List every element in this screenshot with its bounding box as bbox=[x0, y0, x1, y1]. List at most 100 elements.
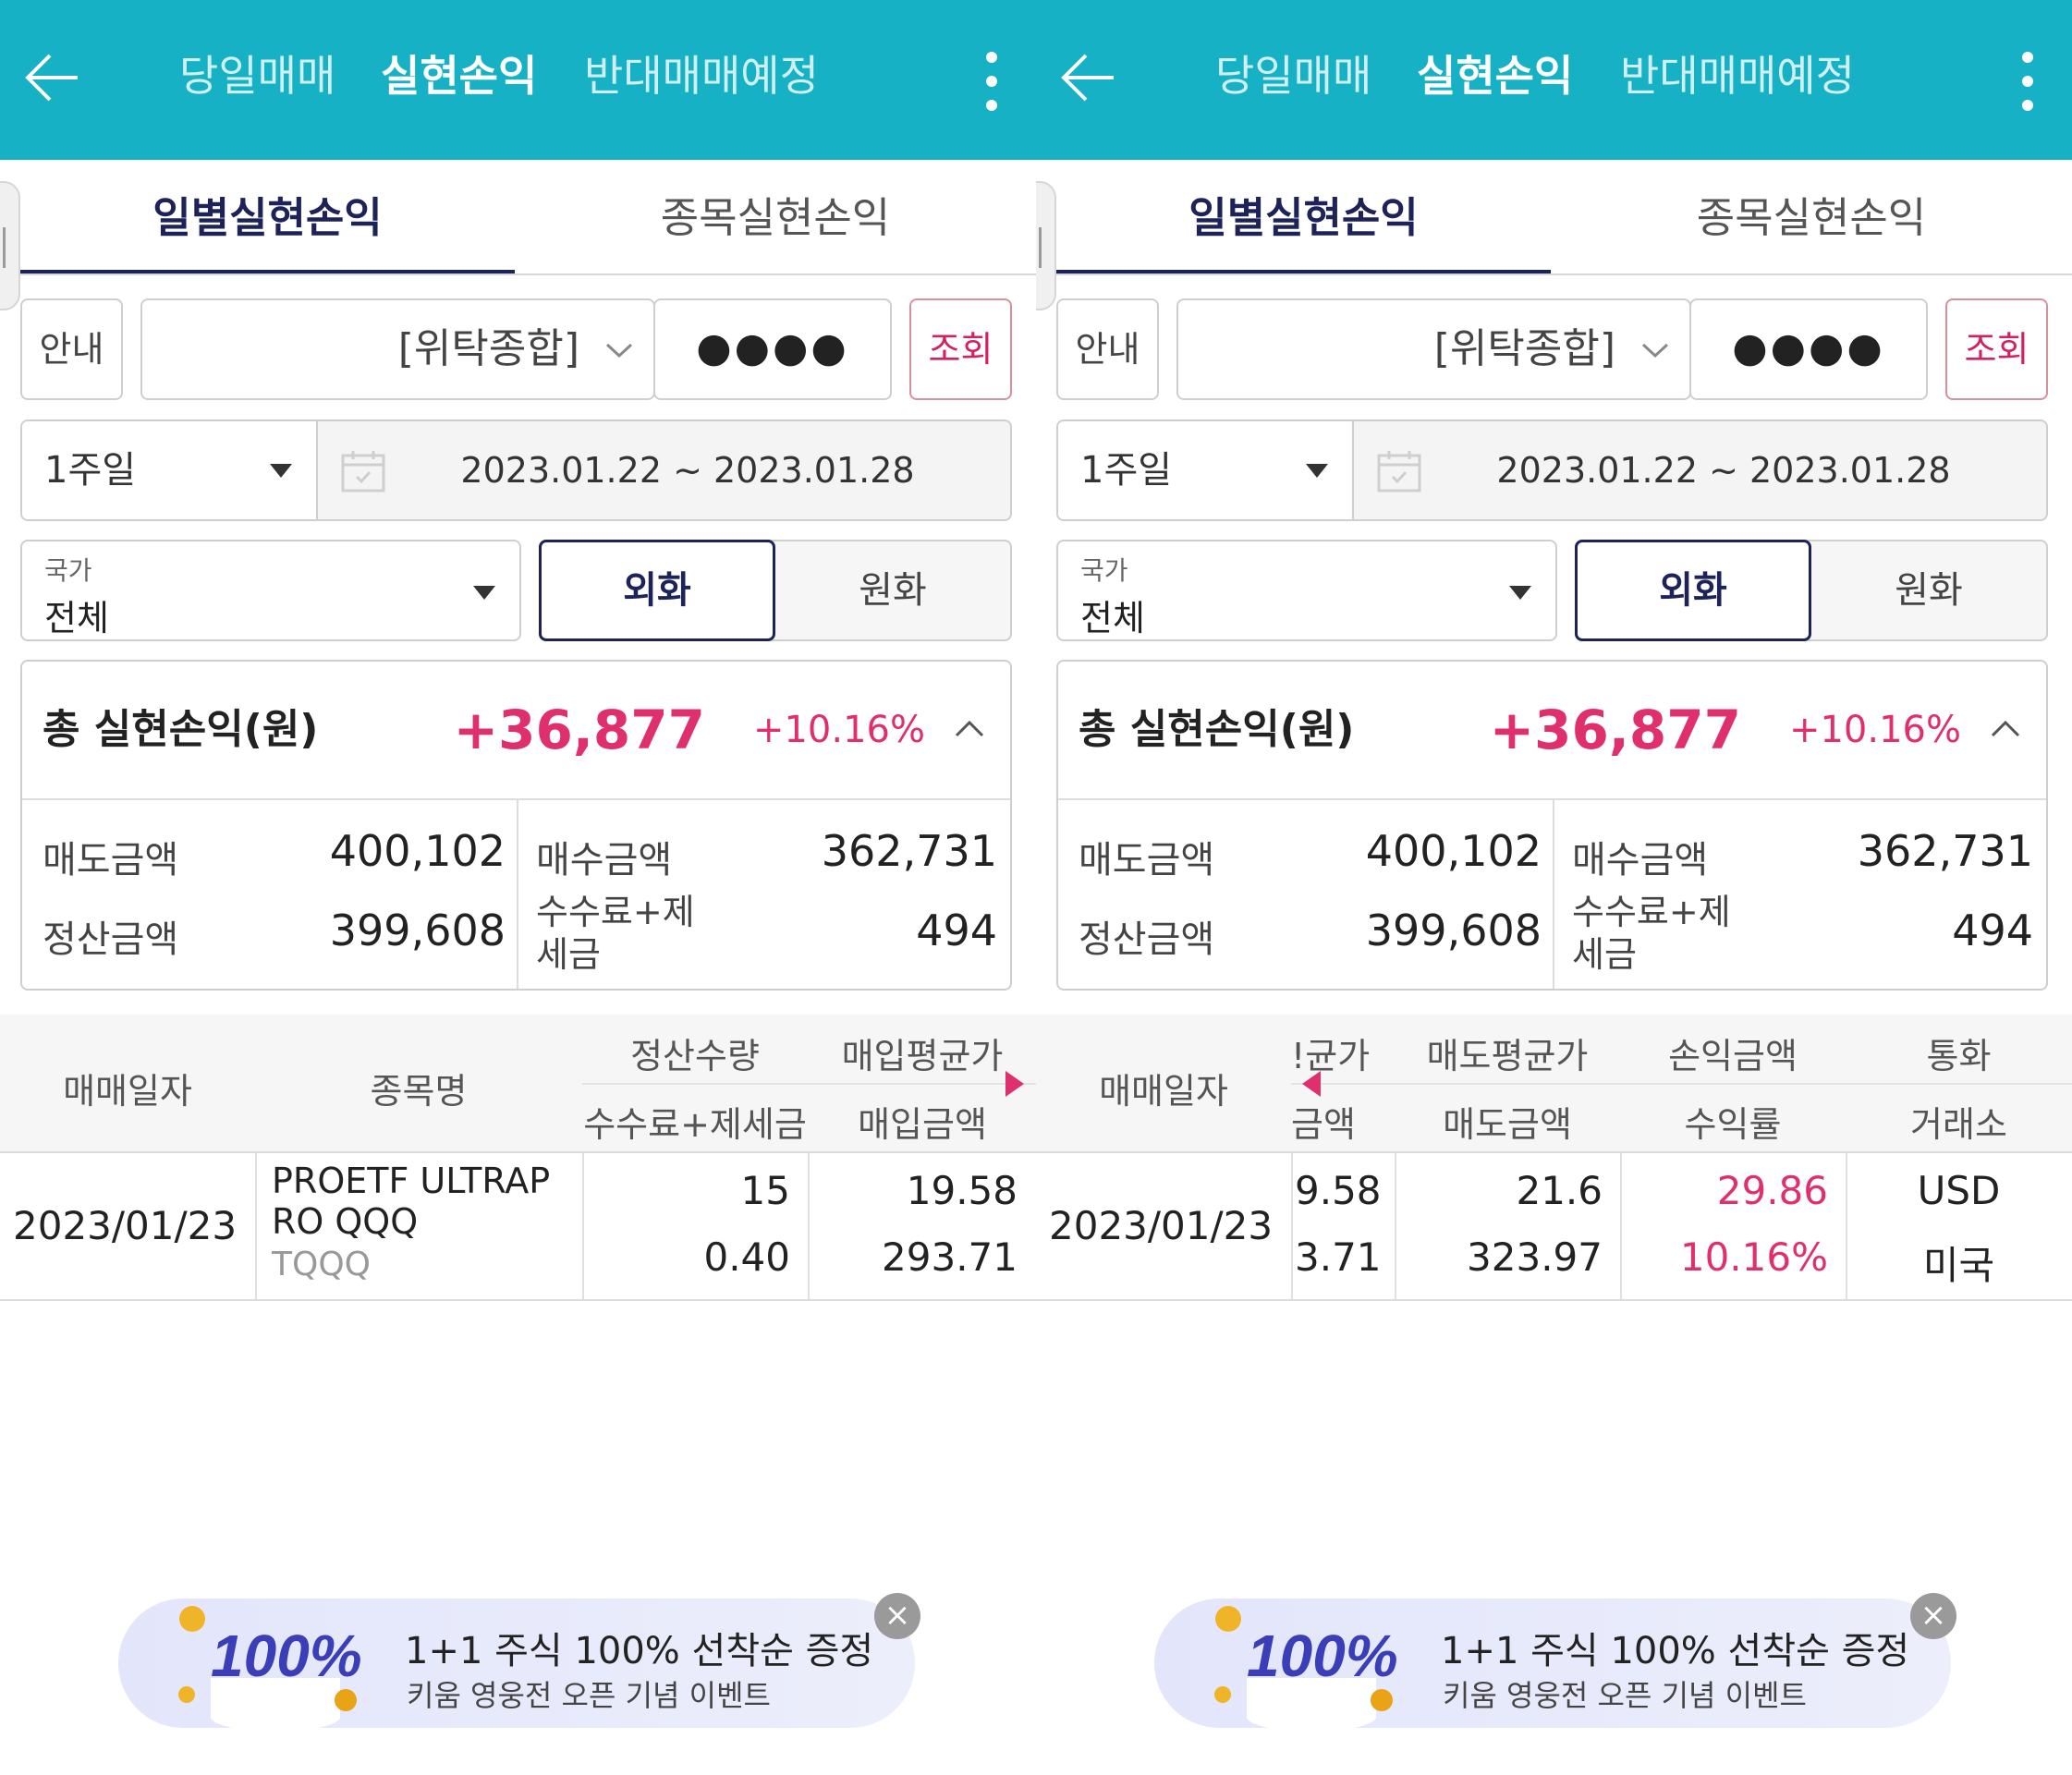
fee-tax-label-line1: 수수료+제 bbox=[536, 892, 695, 932]
pnl-amount: 29.86 bbox=[1716, 1168, 1828, 1213]
tab-daily-realized-pnl[interactable]: 일별실현손익 bbox=[20, 181, 515, 274]
more-vert-icon[interactable] bbox=[980, 48, 1004, 115]
period-filter: 1주일 2023.01.22 ~ 2023.01.28 bbox=[1056, 419, 2048, 521]
fee-tax-label-line1: 수수료+제 bbox=[1572, 892, 1731, 932]
date-range[interactable]: 2023.01.22 ~ 2023.01.28 bbox=[1496, 450, 1951, 491]
dropdown-triangle-icon bbox=[473, 586, 495, 600]
event-banner[interactable]: 100% 1+1 주식 100% 선착순 증정 키움 영웅전 오픈 기념 이벤트… bbox=[118, 1593, 920, 1728]
dropdown-triangle-icon bbox=[270, 464, 292, 478]
buy-amount-value: 362,731 bbox=[1857, 826, 2033, 876]
exchange: 미국 bbox=[1922, 1243, 1995, 1288]
divider bbox=[255, 1153, 257, 1299]
event-banner[interactable]: 100% 1+1 주식 100% 선착순 증정 키움 영웅전 오픈 기념 이벤트… bbox=[1154, 1593, 1956, 1728]
currency-toggle: 외화 원화 bbox=[539, 540, 1012, 641]
table-row[interactable]: 2023/01/23 9.58 3.71 21.6 323.97 29.86 1… bbox=[1036, 1153, 2072, 1301]
close-icon[interactable]: × bbox=[874, 1593, 920, 1639]
summary-title: 총 실현손익(원) bbox=[43, 706, 319, 753]
settlement-amount-label: 정산금액 bbox=[1079, 918, 1215, 961]
foreign-currency-option[interactable]: 외화 bbox=[1575, 540, 1811, 641]
table-row[interactable]: 2023/01/23 PROETF ULTRAP RO QQQ TQQQ 15 … bbox=[0, 1153, 1036, 1301]
settlement-amount-value: 399,608 bbox=[329, 906, 506, 955]
settlement-amount-label: 정산금액 bbox=[43, 918, 179, 961]
buy-amount-label: 매수금액 bbox=[1572, 839, 1709, 881]
currency: USD bbox=[1917, 1168, 2001, 1213]
date-range[interactable]: 2023.01.22 ~ 2023.01.28 bbox=[460, 450, 915, 491]
header-tab-today-trades[interactable]: 당일매매 bbox=[1215, 51, 1372, 101]
summary-header[interactable]: 총 실현손익(원) +36,877 +10.16% bbox=[22, 662, 1010, 800]
header-tab-realized-pnl[interactable]: 실현손익 bbox=[1417, 51, 1574, 101]
side-drawer-handle[interactable] bbox=[1036, 181, 1056, 310]
header-tab-today-trades[interactable]: 당일매매 bbox=[179, 51, 336, 101]
col-avg-sell-price: 매도평균가 bbox=[1426, 1036, 1589, 1076]
divider bbox=[582, 1153, 584, 1299]
col-fee-tax: 수수료+제세금 bbox=[583, 1104, 807, 1145]
banner-subtitle: 키움 영웅전 오픈 기념 이벤트 bbox=[407, 1678, 771, 1713]
col-sell-amount: 매도금액 bbox=[1443, 1104, 1572, 1145]
tab-daily-realized-pnl[interactable]: 일별실현손익 bbox=[1056, 181, 1551, 274]
account-password-field[interactable]: ●●●● bbox=[1689, 298, 1928, 400]
query-button[interactable]: 조회 bbox=[909, 298, 1012, 400]
fee-tax-value: 494 bbox=[916, 906, 997, 955]
account-type-select[interactable]: [위탁종합] bbox=[140, 298, 655, 400]
country-value: 전체 bbox=[44, 598, 109, 638]
header-tab-forced-liquidation[interactable]: 반대매매예정 bbox=[584, 51, 819, 101]
close-icon[interactable]: × bbox=[1910, 1593, 1956, 1639]
period-select-value: 1주일 bbox=[1080, 449, 1173, 492]
side-drawer-handle[interactable] bbox=[0, 181, 20, 310]
query-button[interactable]: 조회 bbox=[1945, 298, 2048, 400]
country-label: 국가 bbox=[44, 555, 92, 586]
country-select[interactable]: 국가 전체 bbox=[20, 540, 521, 641]
period-select[interactable]: 1주일 bbox=[22, 421, 318, 519]
summary-header[interactable]: 총 실현손익(원) +36,877 +10.16% bbox=[1058, 662, 2046, 800]
account-type-select[interactable]: [위탁종합] bbox=[1176, 298, 1691, 400]
divider bbox=[1620, 1153, 1622, 1299]
back-arrow-icon[interactable] bbox=[1058, 48, 1117, 107]
summary-title: 총 실현손익(원) bbox=[1079, 706, 1355, 753]
period-select[interactable]: 1주일 bbox=[1058, 421, 1354, 519]
scroll-left-arrow-icon[interactable] bbox=[1302, 1071, 1321, 1097]
divider bbox=[1553, 800, 1554, 989]
period-filter: 1주일 2023.01.22 ~ 2023.01.28 bbox=[20, 419, 1012, 521]
sell-amount-value: 400,102 bbox=[1365, 826, 1542, 876]
trade-date: 2023/01/23 bbox=[1049, 1203, 1274, 1248]
guide-button[interactable]: 안내 bbox=[1056, 298, 1159, 400]
sell-amount-label: 매도금액 bbox=[1079, 839, 1215, 881]
tab-stock-realized-pnl[interactable]: 종목실현손익 bbox=[1696, 193, 1927, 242]
account-password-field[interactable]: ●●●● bbox=[653, 298, 892, 400]
chevron-up-icon[interactable] bbox=[1989, 715, 2022, 743]
more-vert-icon[interactable] bbox=[2016, 48, 2040, 115]
guide-button[interactable]: 안내 bbox=[20, 298, 123, 400]
scroll-right-arrow-icon[interactable] bbox=[1006, 1071, 1024, 1097]
summary-card: 총 실현손익(원) +36,877 +10.16% 매도금액 400,102 매… bbox=[1056, 660, 2048, 991]
sell-amount-label: 매도금액 bbox=[43, 839, 179, 881]
screen-right: 당일매매 실현손익 반대매매예정 일별실현손익 종목실현손익 안내 [위탁종합]… bbox=[1036, 0, 2072, 1775]
col-avg-buy-price: 매입평균가 bbox=[841, 1036, 1004, 1076]
chevron-up-icon[interactable] bbox=[953, 715, 986, 743]
stock-name-line2: RO QQQ bbox=[272, 1201, 419, 1242]
won-currency-option[interactable]: 원화 bbox=[859, 569, 927, 612]
fee-tax-label: 수수료+제 세금 bbox=[536, 891, 695, 976]
calendar-icon[interactable] bbox=[340, 449, 386, 493]
tab-stock-realized-pnl[interactable]: 종목실현손익 bbox=[660, 193, 891, 242]
foreign-currency-option[interactable]: 외화 bbox=[539, 540, 775, 641]
avg-buy-price-partial: 9.58 bbox=[1295, 1168, 1382, 1213]
trade-date: 2023/01/23 bbox=[13, 1203, 238, 1248]
account-type-label: [위탁종합] bbox=[397, 325, 579, 372]
svg-text:100%: 100% bbox=[211, 1623, 362, 1689]
header-tab-realized-pnl[interactable]: 실현손익 bbox=[381, 51, 538, 101]
header-tab-forced-liquidation[interactable]: 반대매매예정 bbox=[1620, 51, 1855, 101]
coin-icon: 100% bbox=[1214, 1606, 1398, 1728]
country-select[interactable]: 국가 전체 bbox=[1056, 540, 1557, 641]
fee-tax-label-line2: 세금 bbox=[1572, 934, 1637, 975]
col-currency: 통화 bbox=[1926, 1036, 1992, 1076]
country-label: 국가 bbox=[1080, 555, 1128, 586]
back-arrow-icon[interactable] bbox=[22, 48, 81, 107]
won-currency-option[interactable]: 원화 bbox=[1895, 569, 1963, 612]
account-type-label: [위탁종합] bbox=[1433, 325, 1615, 372]
buy-amount-value: 362,731 bbox=[821, 826, 997, 876]
buy-amount: 293.71 bbox=[882, 1234, 1018, 1280]
buy-amount-label: 매수금액 bbox=[536, 839, 673, 881]
table-header: 매매일자 종목명 정산수량 수수료+제세금 매입평균가 매입금액 bbox=[0, 1015, 1036, 1153]
calendar-icon[interactable] bbox=[1376, 449, 1422, 493]
divider bbox=[1056, 274, 2072, 275]
